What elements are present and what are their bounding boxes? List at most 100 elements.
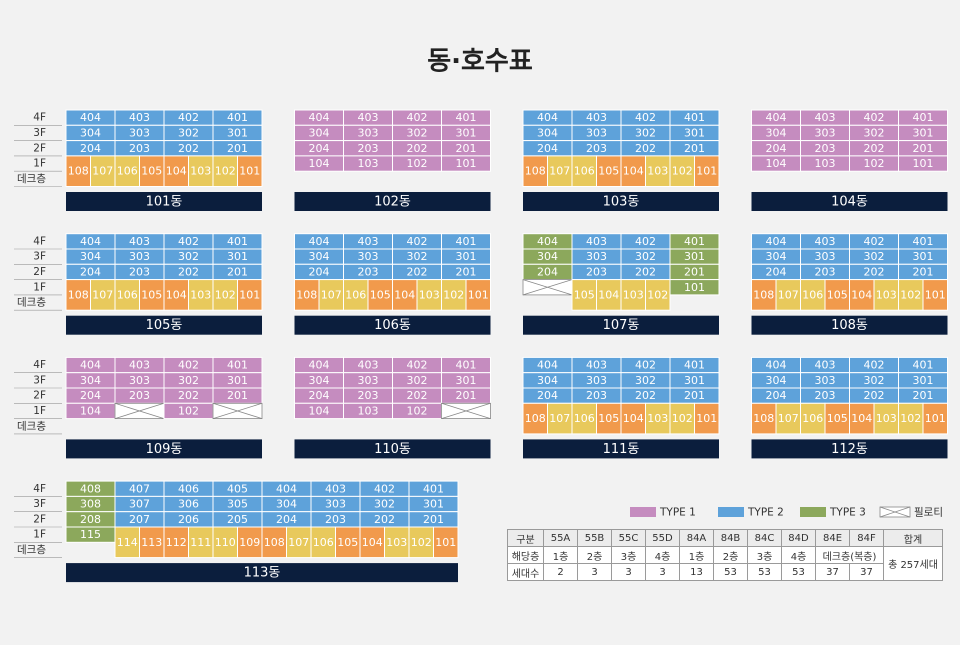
- unit-label: 403: [815, 235, 836, 248]
- unit-label: 402: [407, 359, 428, 372]
- table-row: 해당층 1층 2층 3층 4층 1층 2층 3층 4층 데크층(복층) 총 25…: [507, 546, 943, 581]
- unit-label: 201: [423, 513, 444, 526]
- unit-label: 109: [239, 536, 260, 549]
- cell: 55B: [577, 529, 612, 547]
- unit-label: 302: [407, 250, 428, 263]
- building-bar: [66, 563, 458, 583]
- floor-label: 1F: [33, 281, 46, 293]
- floor-label: 2F: [33, 513, 46, 525]
- unit-label: 304: [309, 374, 330, 387]
- unit-label: 203: [815, 389, 836, 402]
- cell: 3층: [747, 546, 782, 564]
- building-name: 108동: [831, 318, 868, 333]
- unit-label: 105: [598, 412, 619, 425]
- unit-label: 303: [358, 250, 379, 263]
- unit-label: 201: [684, 265, 705, 278]
- unit-cell: [596, 155, 622, 187]
- unit-label: 107: [92, 165, 113, 178]
- unit-label: 407: [129, 482, 150, 495]
- unit-label: 304: [537, 250, 558, 263]
- unit-label: 204: [309, 265, 330, 278]
- unit-label: 107: [288, 536, 309, 549]
- unit-label: 202: [178, 265, 199, 278]
- unit-label: 402: [407, 235, 428, 248]
- building-name: 106동: [374, 318, 411, 333]
- unit-label: 108: [264, 536, 285, 549]
- unit-label: 104: [851, 412, 872, 425]
- unit-label: 111: [190, 536, 211, 549]
- unit-label: 304: [276, 498, 297, 511]
- unit-label: 107: [92, 288, 113, 301]
- unit-label: 104: [623, 165, 644, 178]
- unit-label: 101: [684, 281, 705, 294]
- unit-label: 403: [325, 482, 346, 495]
- cell: 4층: [645, 546, 680, 564]
- unit-label: 302: [407, 374, 428, 387]
- unit-label: 304: [309, 250, 330, 263]
- unit-label: 401: [913, 359, 934, 372]
- building-name: 110동: [374, 442, 411, 457]
- unit-label: 301: [684, 126, 705, 139]
- unit-label: 103: [190, 165, 211, 178]
- cell: 3: [611, 563, 646, 581]
- unit-label: 201: [456, 265, 477, 278]
- unit-cell: [694, 155, 720, 187]
- building-bar: [294, 192, 491, 211]
- unit-label: 106: [313, 536, 334, 549]
- unit-label: 301: [913, 126, 934, 139]
- building-bar: [523, 439, 719, 459]
- building-name: 103동: [603, 195, 640, 210]
- cell: 53: [713, 563, 748, 581]
- building-name: 112동: [831, 442, 868, 457]
- unit-label: 403: [129, 111, 150, 124]
- unit-label: 202: [407, 389, 428, 402]
- pilotis-cross: [879, 506, 911, 518]
- unit-cell: [571, 279, 597, 311]
- unit-label: 203: [815, 265, 836, 278]
- floor-label: 4F: [33, 112, 46, 124]
- cell: 84A: [679, 529, 714, 547]
- cell: 3: [645, 563, 680, 581]
- building-bar: [751, 439, 948, 459]
- unit-label: 108: [296, 288, 317, 301]
- legend-label: 필로티: [914, 507, 943, 519]
- unit-label: 101: [435, 536, 456, 549]
- floor-label: 4F: [33, 359, 46, 371]
- unit-label: 301: [684, 374, 705, 387]
- cell: 84D: [781, 529, 816, 547]
- building-name: 104동: [831, 195, 868, 210]
- unit-label: 301: [456, 250, 477, 263]
- unit-label: 107: [321, 288, 342, 301]
- unit-label: 206: [178, 513, 199, 526]
- unit-label: 104: [166, 165, 187, 178]
- unit-label: 105: [598, 165, 619, 178]
- unit-label: 202: [864, 265, 885, 278]
- unit-cell: [849, 402, 875, 435]
- unit-label: 401: [456, 359, 477, 372]
- unit-label: 303: [325, 498, 346, 511]
- unit-label: 103: [876, 412, 897, 425]
- unit-cell: [800, 402, 826, 435]
- unit-label: 401: [227, 111, 248, 124]
- unit-label: 204: [766, 265, 787, 278]
- unit-label: 114: [117, 536, 138, 549]
- unit-label: 201: [913, 265, 934, 278]
- building-bar: [294, 439, 491, 459]
- legend-label: TYPE 2: [747, 507, 784, 519]
- unit-label: 107: [778, 412, 799, 425]
- unit-label: 103: [190, 288, 211, 301]
- cell: 1층: [679, 546, 714, 564]
- unit-label: 201: [456, 389, 477, 402]
- unit-label: 403: [586, 235, 607, 248]
- unit-label: 113: [141, 536, 162, 549]
- floor-label: 3F: [33, 374, 46, 386]
- unit-cell: [237, 155, 263, 187]
- summary-table: 구분 55A 55B 55C 55D 84A 84B 84C 84D 84E 8…: [507, 529, 943, 581]
- unit-cell: [824, 279, 850, 311]
- cell: 2층: [577, 546, 612, 564]
- unit-cell: [212, 279, 238, 311]
- unit-label: 402: [864, 235, 885, 248]
- unit-label: 304: [766, 126, 787, 139]
- unit-cell: [65, 279, 91, 311]
